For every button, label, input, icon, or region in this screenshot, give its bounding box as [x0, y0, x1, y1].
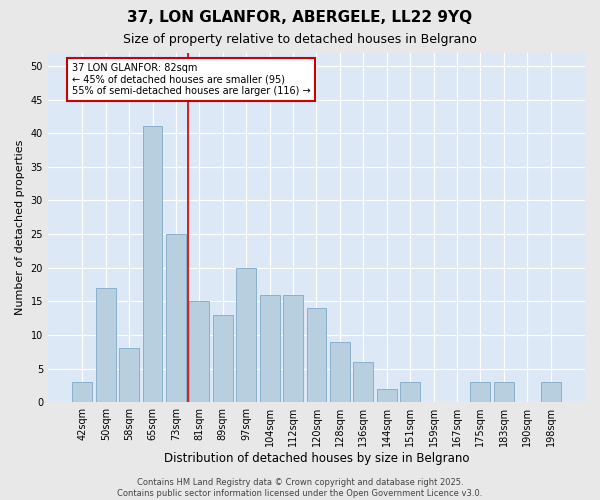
Bar — [190, 302, 209, 402]
Bar — [96, 288, 116, 402]
Bar — [470, 382, 490, 402]
Bar — [73, 382, 92, 402]
Text: 37, LON GLANFOR, ABERGELE, LL22 9YQ: 37, LON GLANFOR, ABERGELE, LL22 9YQ — [127, 10, 473, 25]
Text: Contains HM Land Registry data © Crown copyright and database right 2025.
Contai: Contains HM Land Registry data © Crown c… — [118, 478, 482, 498]
Bar — [541, 382, 560, 402]
Bar — [494, 382, 514, 402]
Bar — [353, 362, 373, 402]
Bar — [330, 342, 350, 402]
Y-axis label: Number of detached properties: Number of detached properties — [15, 140, 25, 315]
Text: 37 LON GLANFOR: 82sqm
← 45% of detached houses are smaller (95)
55% of semi-deta: 37 LON GLANFOR: 82sqm ← 45% of detached … — [72, 62, 310, 96]
Bar — [377, 389, 397, 402]
Text: Size of property relative to detached houses in Belgrano: Size of property relative to detached ho… — [123, 32, 477, 46]
Bar — [283, 294, 303, 402]
X-axis label: Distribution of detached houses by size in Belgrano: Distribution of detached houses by size … — [164, 452, 469, 465]
Bar — [166, 234, 186, 402]
Bar — [400, 382, 420, 402]
Bar — [260, 294, 280, 402]
Bar — [307, 308, 326, 402]
Bar — [143, 126, 163, 402]
Bar — [236, 268, 256, 402]
Bar — [213, 315, 233, 402]
Bar — [119, 348, 139, 402]
